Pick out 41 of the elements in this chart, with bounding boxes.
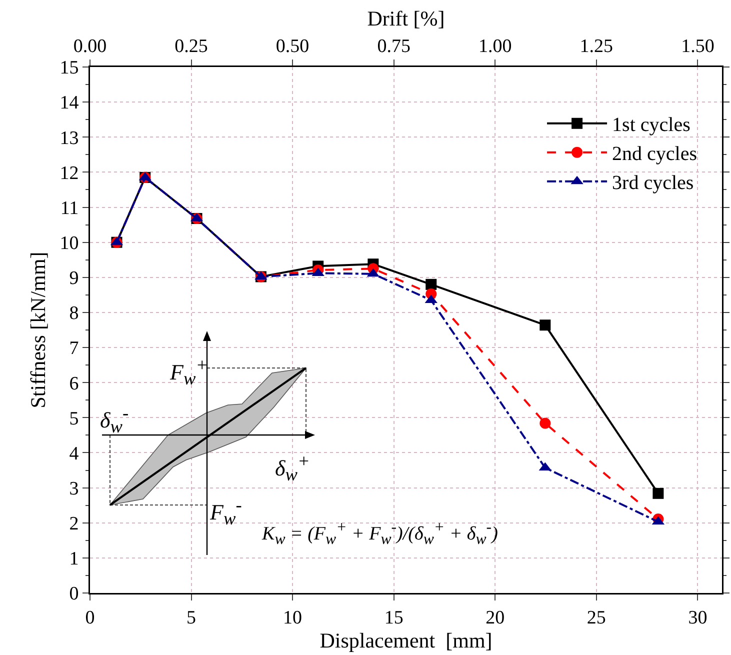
y-tick-label: 12: [60, 162, 79, 184]
x2-tick-label: 0.25: [174, 36, 208, 57]
x2-tick-label: 0.75: [377, 36, 410, 57]
x2-tick-label: 1.25: [580, 36, 614, 57]
x-tick-label: 15: [384, 607, 404, 628]
x-tick-label: 20: [486, 607, 505, 628]
y-tick-label: 4: [69, 443, 80, 464]
y-tick-label: 15: [60, 58, 79, 79]
point: [540, 320, 551, 331]
x-tick-label: 25: [586, 607, 606, 628]
y-tick-label: 14: [60, 92, 80, 114]
y-tick-label: 2: [69, 514, 79, 535]
x2-axis-title: Drift [%]: [367, 6, 445, 30]
point: [540, 418, 551, 429]
legend-label: 1st cycles: [612, 114, 691, 136]
legend-label: 2nd cycles: [612, 143, 698, 166]
y-tick-label: 11: [60, 198, 79, 219]
x2-tick-label: 0.50: [276, 36, 310, 57]
y-axis-title: Stiffness [kN/mm]: [26, 252, 50, 408]
y-tick-label: 3: [69, 478, 79, 500]
x-tick-label: 5: [186, 607, 196, 628]
y-tick-label: 10: [60, 232, 79, 254]
y-tick-label: 0: [69, 584, 79, 605]
point: [652, 488, 664, 499]
y-tick-label: 7: [69, 338, 79, 360]
y-tick-label: 1: [69, 548, 79, 570]
legend-label: 3rd cycles: [612, 172, 694, 194]
x-axis-title: Displacement [mm]: [320, 628, 492, 652]
x-tick-label: 0: [85, 607, 95, 628]
x-tick-label: 10: [283, 607, 302, 628]
y-tick-label: 5: [69, 408, 79, 430]
x2-tick-label: 1.50: [681, 36, 714, 57]
y-tick-label: 13: [60, 128, 79, 149]
x-tick-label: 30: [688, 607, 708, 628]
y-tick-label: 6: [69, 373, 79, 394]
point: [426, 278, 437, 290]
text: K$_{w}$ = (F$_{w}$$^{+}$ + F$_{w}$$^{-}$)/(δ$_{w}$$^{+}$ + δ$_{w}$$^{-}$): [262, 519, 498, 548]
x2-tick-label: 0.00: [73, 36, 107, 57]
x2-tick-label: 1.00: [478, 36, 512, 57]
y-tick-label: 8: [69, 303, 79, 324]
y-tick-label: 9: [69, 268, 79, 290]
